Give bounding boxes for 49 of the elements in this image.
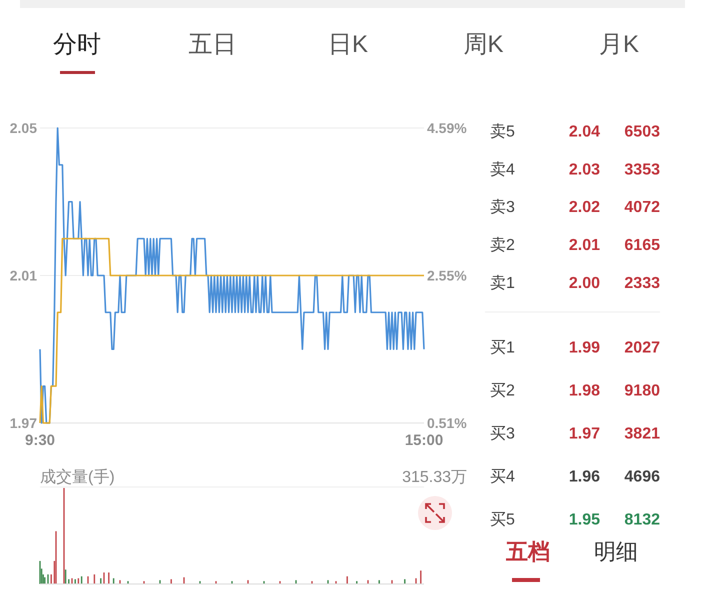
category-label: 买4 [490, 468, 515, 486]
line-series [39, 127, 425, 424]
text: 月K [598, 31, 640, 58]
text: 分时 [53, 31, 101, 58]
text: 315.33万 [402, 469, 467, 486]
y-tick-label: 2.05 [10, 120, 38, 136]
data-label: 2.03 [568, 161, 600, 178]
data-label: 8132 [624, 512, 660, 529]
data-label: 2333 [624, 274, 660, 292]
category-label: 卖1 [490, 274, 515, 292]
data-label: 1.98 [568, 382, 600, 400]
y2-tick-label: 4.59% [427, 120, 468, 136]
data-label: 3353 [624, 161, 660, 178]
x-tick-label: 9:30 [24, 432, 56, 449]
y-tick-label: 2.01 [10, 267, 38, 284]
text: 五档 [505, 539, 550, 564]
text: 五日 [188, 31, 236, 58]
category-label: 买5 [490, 512, 515, 529]
category-label: 卖2 [490, 236, 515, 254]
data-label: 1.99 [568, 340, 600, 357]
data-label: 2.02 [568, 199, 600, 216]
category-label: 卖4 [490, 160, 515, 178]
text: 周K [463, 31, 504, 58]
line-series [39, 238, 425, 424]
category-label: 卖3 [490, 198, 515, 216]
category-label: 买1 [490, 340, 515, 357]
data-label: 2.00 [568, 274, 600, 292]
data-label: 2.04 [568, 124, 600, 141]
x-tick-label: 15:00 [404, 432, 444, 449]
data-label: 2.01 [568, 237, 600, 254]
data-label: 6503 [624, 124, 660, 141]
category-label: 买2 [490, 382, 515, 400]
data-label: 4696 [624, 468, 660, 486]
data-label: 1.95 [568, 512, 600, 529]
y2-tick-label: 0.51% [427, 414, 468, 431]
data-label: 1.96 [568, 468, 600, 486]
data-label: 4072 [624, 199, 660, 216]
data-label: 6165 [624, 237, 660, 254]
category-label: 买3 [490, 426, 515, 443]
text: 明细 [594, 539, 638, 564]
data-label: 3821 [624, 426, 660, 443]
y2-tick-label: 2.55% [427, 267, 468, 284]
y-axis-title: 成交量(手) [40, 468, 115, 486]
category-label: 卖5 [490, 122, 515, 141]
y-tick-label: 1.97 [10, 414, 38, 431]
data-label: 1.97 [568, 426, 600, 443]
data-label: 2027 [624, 340, 660, 357]
text: 日K [328, 31, 368, 58]
data-label: 9180 [624, 382, 660, 400]
